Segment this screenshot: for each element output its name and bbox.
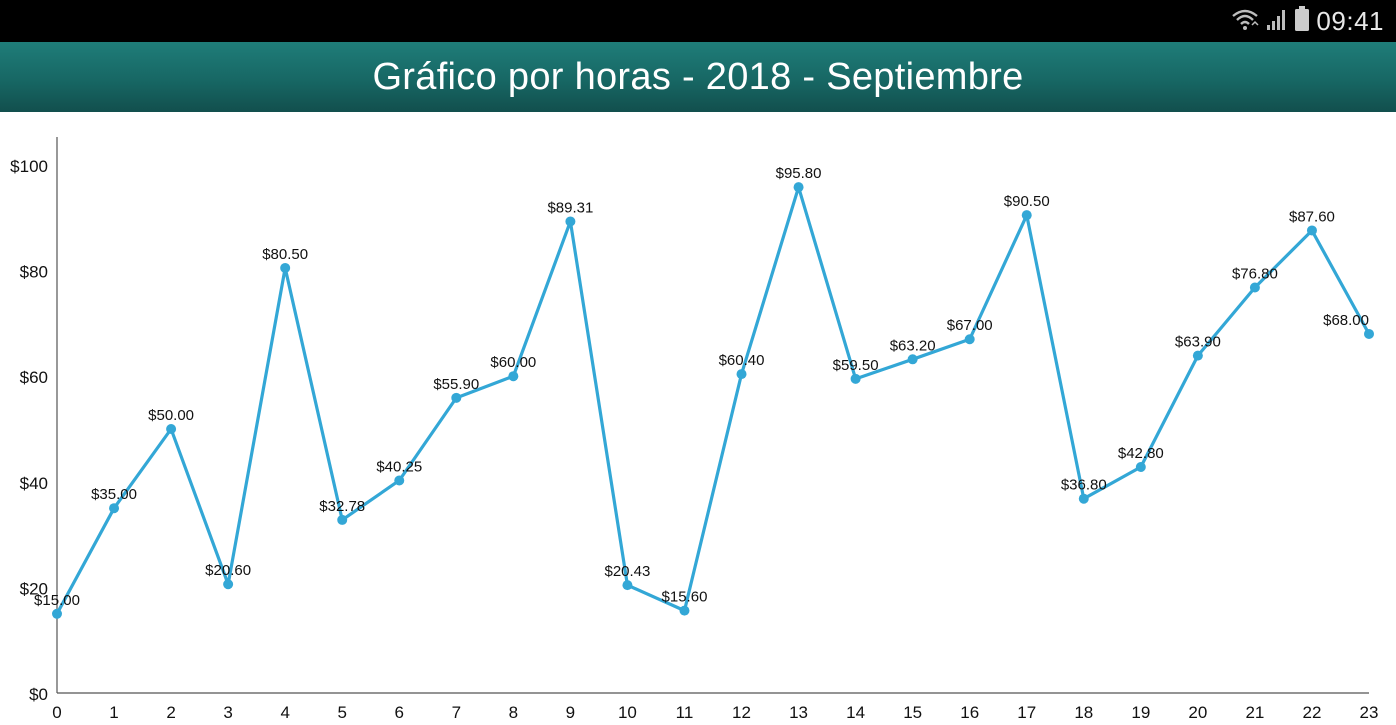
data-label: $87.60: [1289, 208, 1335, 225]
data-point: [1364, 328, 1374, 339]
data-label: $50.00: [148, 407, 194, 424]
x-tick-label: 2: [166, 703, 175, 720]
data-point: [166, 424, 177, 434]
x-tick-label: 10: [618, 703, 637, 720]
x-tick-label: 0: [52, 703, 61, 720]
data-label: $35.00: [91, 486, 137, 503]
x-tick-label: 4: [280, 703, 289, 720]
app-header: Gráfico por horas - 2018 - Septiembre: [0, 42, 1396, 112]
data-point: [850, 373, 861, 384]
data-point: [907, 354, 918, 365]
data-point: [52, 608, 62, 619]
x-tick-label: 23: [1360, 703, 1379, 720]
data-point: [622, 580, 633, 591]
series-line-path: [55, 185, 1371, 615]
x-tick-label: 19: [1131, 703, 1150, 720]
x-tick-label: 18: [1074, 703, 1093, 720]
x-tick-label: 3: [223, 703, 232, 720]
x-tick-label: 20: [1188, 703, 1207, 720]
y-tick-label: $40: [20, 474, 48, 493]
data-point: [1135, 462, 1146, 473]
x-tick-label: 7: [452, 703, 461, 720]
data-label: $15.00: [34, 592, 80, 609]
signal-icon: [1266, 7, 1288, 36]
data-label: $63.20: [890, 337, 936, 354]
data-point: [508, 371, 519, 382]
data-point: [1306, 225, 1317, 236]
line-chart: $0 $20 $40 $60 $80 $100 0 1 2 3 4 5 6 7 8 9 10 11 12 13 14 15…: [0, 112, 1396, 722]
y-tick-label: $80: [20, 263, 48, 282]
x-tick-label: 17: [1017, 703, 1036, 720]
data-point: [223, 579, 234, 590]
data-point: [280, 262, 291, 273]
data-point: [1192, 350, 1203, 361]
data-point: [679, 605, 690, 616]
data-point: [1249, 282, 1260, 293]
data-point: [1021, 210, 1032, 221]
data-label: $20.60: [205, 562, 251, 579]
x-tick-label: 12: [732, 703, 751, 720]
x-tick-label: 22: [1302, 703, 1321, 720]
y-tick-label: $100: [10, 157, 48, 176]
data-label: $90.50: [1004, 193, 1050, 210]
x-tick-label: 6: [395, 703, 404, 720]
data-point: [394, 475, 405, 486]
data-point: [793, 182, 804, 193]
battery-icon: [1294, 5, 1310, 37]
data-point: [1078, 493, 1089, 504]
data-labels: $15.00 $35.00 $50.00 $20.60 $80.50 $32.78 $40.…: [34, 165, 1369, 609]
data-label: $67.00: [947, 317, 993, 334]
status-bar: 09:41: [0, 0, 1396, 42]
data-label: $59.50: [833, 357, 879, 374]
data-label: $95.80: [776, 165, 822, 182]
y-tick-label: $0: [29, 685, 48, 704]
data-label: $60.00: [490, 354, 536, 371]
status-time: 09:41: [1316, 5, 1384, 36]
data-label: $20.43: [604, 563, 650, 580]
x-tick-label: 9: [566, 703, 575, 720]
data-label: $80.50: [262, 246, 308, 263]
x-tick-label: 11: [676, 703, 694, 720]
x-tick-label: 5: [337, 703, 346, 720]
x-tick-label: 21: [1245, 703, 1264, 720]
data-label: $32.78: [319, 498, 365, 515]
x-tick-label: 16: [960, 703, 979, 720]
data-point: [451, 392, 462, 403]
data-label: $15.60: [662, 589, 708, 606]
y-tick-label: $20: [20, 579, 48, 598]
data-label: $60.40: [719, 352, 765, 369]
x-tick-label: 13: [789, 703, 808, 720]
data-label: $89.31: [547, 199, 593, 216]
status-icons: 09:41: [1230, 0, 1384, 42]
data-label: $36.80: [1061, 477, 1107, 494]
data-points: [52, 182, 1374, 619]
data-label: $76.80: [1232, 265, 1278, 282]
data-label: $68.00: [1323, 312, 1369, 329]
page-title: Gráfico por horas - 2018 - Septiembre: [372, 55, 1024, 98]
data-point: [736, 369, 747, 380]
data-point: [337, 514, 348, 525]
data-label: $63.90: [1175, 334, 1221, 351]
data-label: $55.90: [433, 376, 479, 393]
data-point: [964, 334, 975, 345]
x-tick-label: 14: [846, 703, 865, 720]
series-line: [55, 185, 1371, 615]
y-tick-label: $60: [20, 368, 48, 387]
x-tick-label: 8: [509, 703, 518, 720]
wifi-icon: [1230, 7, 1260, 36]
x-tick-label: 1: [109, 703, 118, 720]
x-tick-label: 15: [903, 703, 922, 720]
data-label: $42.80: [1118, 445, 1164, 462]
data-label: $40.25: [376, 458, 422, 475]
data-point: [565, 216, 576, 227]
data-point: [109, 503, 120, 514]
